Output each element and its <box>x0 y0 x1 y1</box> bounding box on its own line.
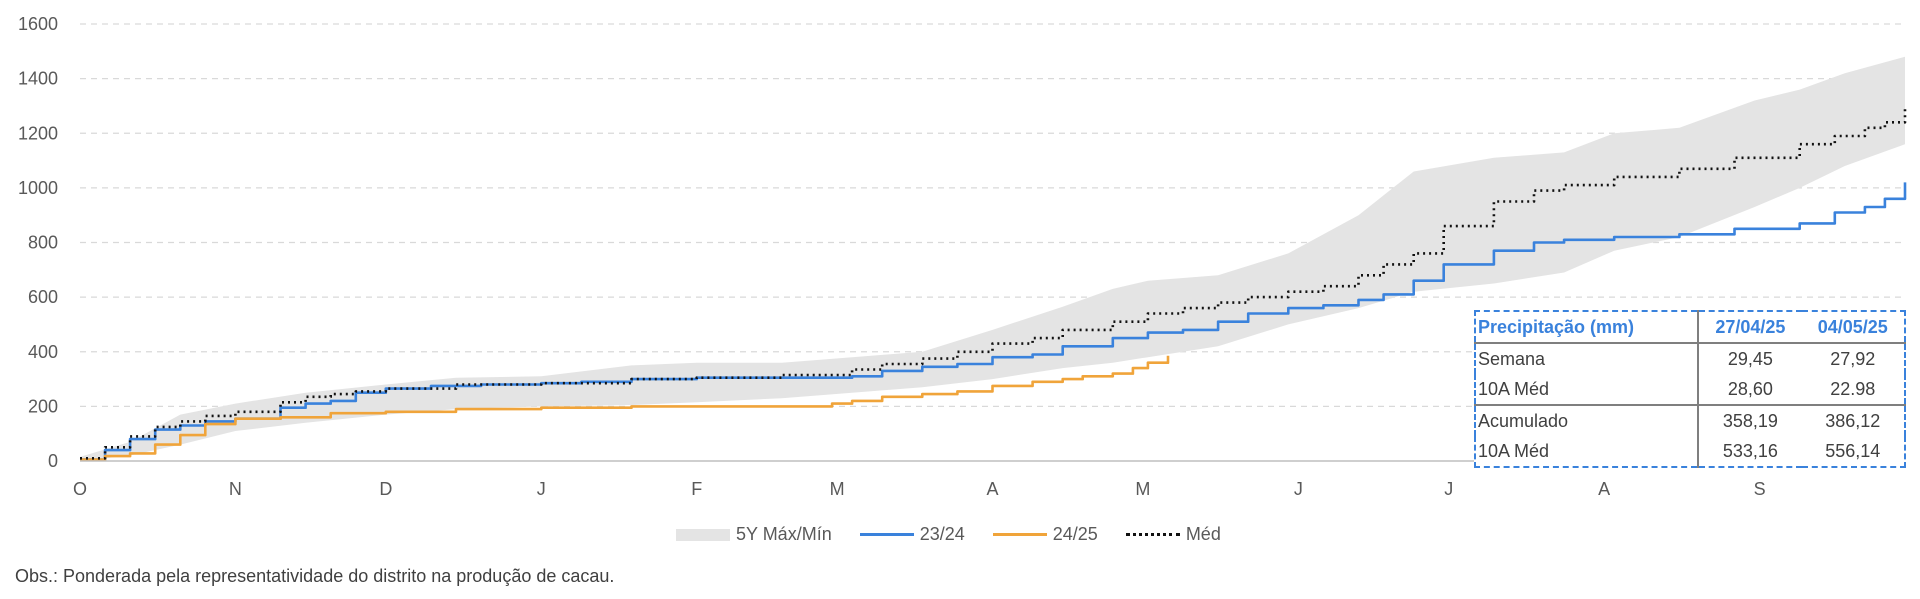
table-header-label: Precipitação (mm) <box>1475 311 1700 344</box>
table-header-date-1: 27/04/25 <box>1698 311 1802 344</box>
legend-swatch-2324 <box>859 533 914 536</box>
series-lines <box>80 105 1907 461</box>
table-cell: 27,92 <box>1830 348 1876 369</box>
table-cell: 29,45 <box>1727 348 1773 369</box>
series-line-23-24 <box>80 182 1907 461</box>
legend-label-med: Méd <box>1185 524 1221 544</box>
table-cell: 22.98 <box>1801 374 1905 406</box>
table-cell: 533,16 <box>1722 440 1778 461</box>
table-header-row: Precipitação (mm) 27/04/25 04/05/25 <box>1475 311 1905 344</box>
precipitation-summary-table: Precipitação (mm) 27/04/25 04/05/25 Sema… <box>1474 310 1906 468</box>
x-tick-label: D <box>379 479 392 499</box>
legend-swatch-band <box>676 528 730 541</box>
x-tick-label: N <box>229 479 242 499</box>
x-tick-label: J <box>1294 479 1303 499</box>
y-tick-label: 0 <box>48 451 58 471</box>
table-cell: Acumulado <box>1475 405 1700 436</box>
legend-item-med: Méd <box>1125 524 1221 545</box>
y-tick-label: 1000 <box>18 178 58 198</box>
series-line-m-d <box>80 105 1907 460</box>
table-cell: 10A Méd <box>1475 436 1700 467</box>
legend-label-2324: 23/24 <box>919 524 965 544</box>
legend-item-2324: 23/24 <box>859 524 965 545</box>
y-tick-label: 1600 <box>18 14 58 34</box>
y-tick-label: 600 <box>28 287 58 307</box>
x-tick-label: J <box>537 479 546 499</box>
x-tick-label: A <box>1598 479 1610 499</box>
y-tick-label: 400 <box>28 342 58 362</box>
x-tick-label: J <box>1444 479 1453 499</box>
table-row: 10A Méd 28,60 22.98 <box>1475 374 1905 406</box>
band-area-5y-max-min <box>80 56 1905 462</box>
series-line-24-25 <box>80 355 1170 461</box>
table-row: Acumulado 358,19 386,12 <box>1475 405 1905 436</box>
y-tick-label: 1400 <box>18 69 58 89</box>
y-axis-ticks: 0 200 400 600 800 1000 1200 1400 1600 <box>18 14 58 471</box>
legend-swatch-2425 <box>992 533 1047 536</box>
y-tick-label: 1200 <box>18 123 58 143</box>
y-tick-label: 200 <box>28 396 58 416</box>
footnote: Obs.: Ponderada pela representatividade … <box>15 566 615 586</box>
precipitation-chart: 0 200 400 600 800 1000 1200 1400 1600 O N D J F M A M J J… <box>18 14 1907 499</box>
table-row: 10A Méd 533,16 556,14 <box>1475 436 1905 467</box>
table-header-date-2: 04/05/25 <box>1801 311 1905 344</box>
table-cell: 556,14 <box>1825 440 1881 461</box>
x-tick-label: M <box>830 479 845 499</box>
x-tick-label: A <box>986 479 998 499</box>
x-tick-label: O <box>73 479 87 499</box>
legend-label-band: 5Y Máx/Mín <box>736 524 832 544</box>
band-5y-max-min <box>80 56 1905 462</box>
x-tick-label: S <box>1754 479 1766 499</box>
table-cell: 386,12 <box>1825 410 1881 431</box>
table-cell: 10A Méd <box>1475 374 1700 406</box>
table-cell: 28,60 <box>1698 374 1802 406</box>
legend-item-2425: 24/25 <box>992 524 1098 545</box>
legend-label-2425: 24/25 <box>1052 524 1098 544</box>
legend-swatch-med <box>1125 533 1180 536</box>
chart-legend: 5Y Máx/Mín 23/24 24/25 Méd <box>676 524 1237 545</box>
table-cell: 358,19 <box>1722 410 1778 431</box>
table-row: Semana 29,45 27,92 <box>1475 343 1905 374</box>
x-tick-label: M <box>1135 479 1150 499</box>
y-tick-label: 800 <box>28 233 58 253</box>
table-cell: Semana <box>1475 343 1700 374</box>
legend-item-band: 5Y Máx/Mín <box>676 524 832 545</box>
x-tick-label: F <box>691 479 702 499</box>
